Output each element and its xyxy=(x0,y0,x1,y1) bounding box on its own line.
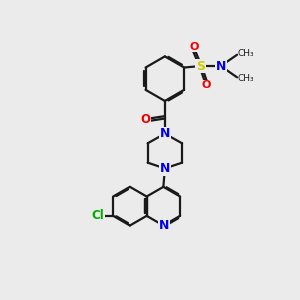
Text: Cl: Cl xyxy=(92,209,104,222)
Text: N: N xyxy=(215,59,226,73)
Text: N: N xyxy=(160,127,170,140)
Text: O: O xyxy=(189,42,199,52)
Text: CH₃: CH₃ xyxy=(238,49,254,58)
Text: O: O xyxy=(201,80,211,90)
Text: CH₃: CH₃ xyxy=(238,74,254,83)
Text: O: O xyxy=(140,113,151,126)
Text: N: N xyxy=(159,219,169,232)
Text: N: N xyxy=(160,162,170,175)
Text: S: S xyxy=(196,59,205,73)
